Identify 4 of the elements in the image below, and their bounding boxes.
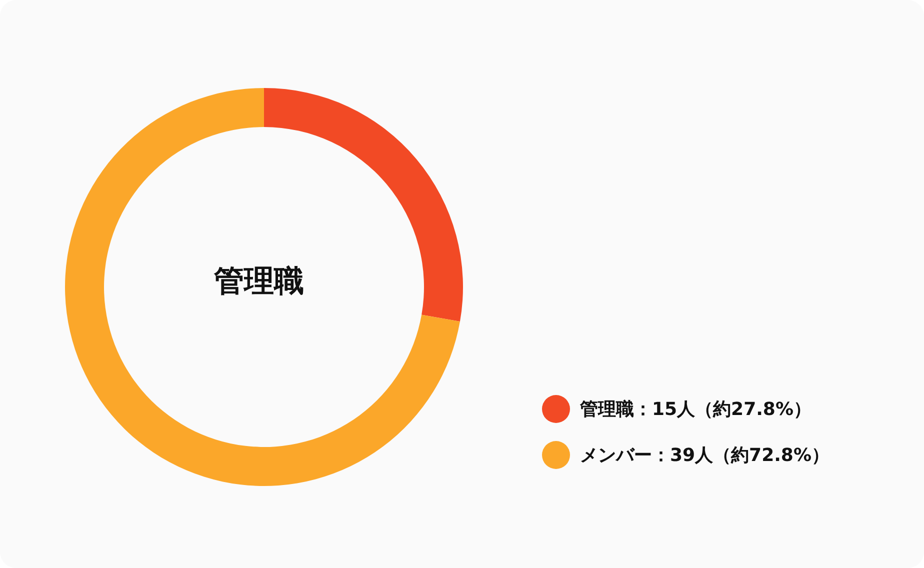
legend-label: メンバー：39人（約72.8%） bbox=[580, 444, 830, 467]
text: 管理職 bbox=[212, 263, 305, 301]
legend-label: 管理職：15人（約27.8%） bbox=[580, 398, 812, 421]
donut-slice bbox=[65, 88, 460, 486]
